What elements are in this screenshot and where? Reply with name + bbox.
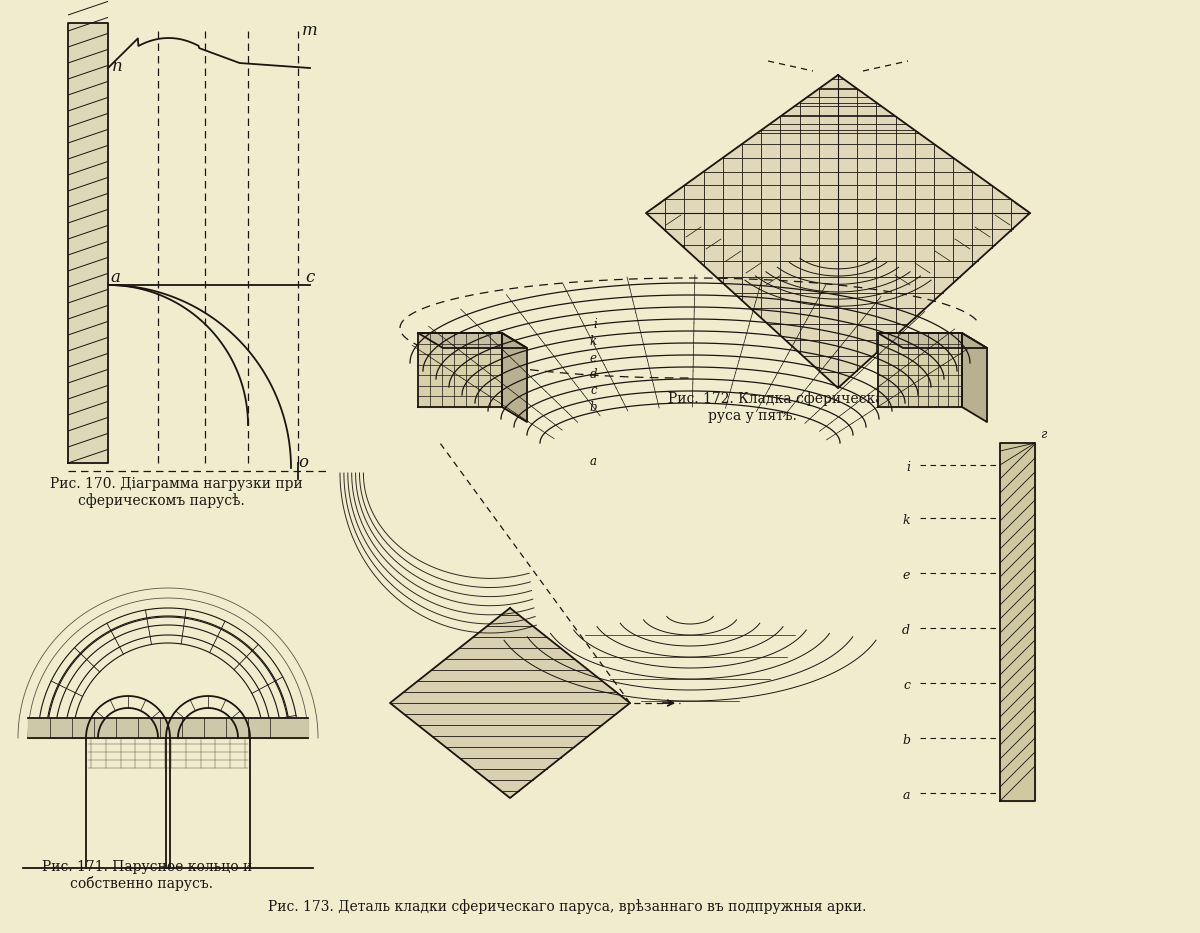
Text: b: b [902, 734, 910, 747]
Text: Рис. 170. Діаграмма нагрузки при: Рис. 170. Діаграмма нагрузки при [50, 477, 302, 491]
Text: d: d [589, 368, 598, 381]
Polygon shape [878, 333, 962, 407]
Text: n: n [112, 58, 122, 75]
Polygon shape [418, 333, 527, 348]
Text: сферическомъ парусѣ.: сферическомъ парусѣ. [78, 494, 245, 508]
Text: a: a [902, 789, 910, 802]
Text: m: m [302, 22, 318, 39]
Text: k: k [590, 335, 598, 348]
Text: a: a [110, 269, 120, 286]
Text: руса у пятъ.: руса у пятъ. [708, 409, 797, 423]
Text: k: k [902, 514, 910, 527]
Polygon shape [1000, 443, 1034, 801]
Polygon shape [878, 333, 986, 348]
Text: Рис. 172. Кладка сферическаго па-: Рис. 172. Кладка сферическаго па- [668, 391, 926, 406]
Text: г: г [1040, 428, 1046, 441]
Text: c: c [904, 679, 910, 692]
Text: Рис. 171. Парусное кольцо и: Рис. 171. Парусное кольцо и [42, 860, 252, 874]
Text: c: c [590, 384, 598, 397]
Polygon shape [390, 608, 630, 798]
Polygon shape [68, 23, 108, 463]
Polygon shape [418, 333, 502, 407]
Text: d: d [902, 624, 910, 637]
Text: b: b [589, 401, 598, 414]
Text: i: i [593, 318, 598, 331]
Polygon shape [962, 333, 986, 422]
Polygon shape [502, 333, 527, 422]
Text: i: i [906, 461, 910, 474]
Polygon shape [28, 718, 308, 738]
Text: e: e [902, 569, 910, 582]
Text: Рис. 173. Деталь кладки сферическаго паруса, врѣзаннаго въ подпружныя арки.: Рис. 173. Деталь кладки сферическаго пар… [268, 899, 866, 914]
Text: c: c [305, 269, 314, 286]
Text: e: e [590, 352, 598, 365]
Text: a: a [590, 455, 598, 468]
Text: собственно парусъ.: собственно парусъ. [70, 876, 214, 891]
Polygon shape [646, 75, 1030, 388]
Text: o: o [298, 454, 308, 471]
